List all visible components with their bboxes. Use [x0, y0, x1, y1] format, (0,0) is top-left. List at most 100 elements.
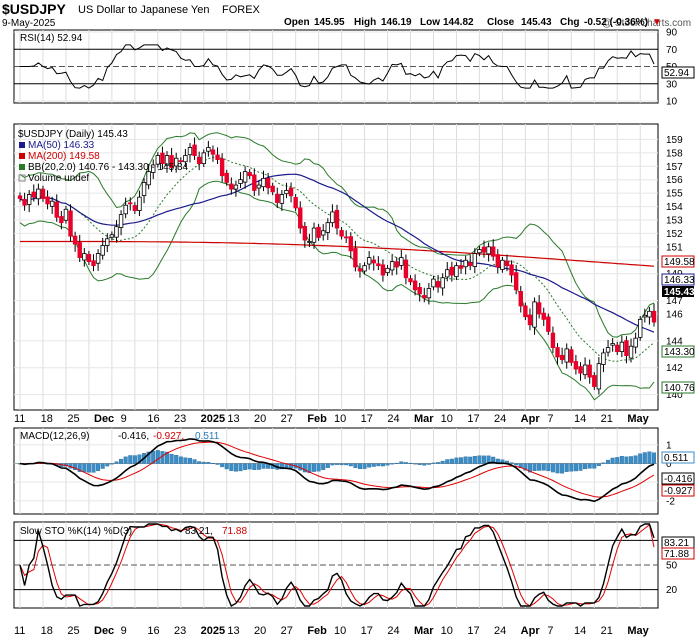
macd-histogram-bar	[330, 463, 335, 466]
x-axis-label: 23	[174, 413, 186, 425]
rsi-tick-label: 30	[666, 79, 678, 90]
candle-body	[523, 305, 528, 318]
macd-histogram-bar	[109, 463, 114, 465]
price-tick-label: 158	[666, 148, 683, 159]
candle-body	[463, 259, 468, 268]
candle-body	[265, 177, 271, 189]
candle-body	[17, 195, 23, 199]
price-tick-label: 156	[666, 175, 683, 186]
candle-body	[491, 246, 496, 257]
macd-histogram-bar	[348, 463, 353, 467]
candle-body	[495, 254, 500, 268]
symbol-title: $USDJPY	[2, 1, 66, 17]
candle-body	[192, 144, 197, 156]
macd-histogram-bar	[96, 463, 101, 471]
macd-histogram-bar	[619, 456, 624, 464]
macd-histogram-bar	[100, 463, 105, 469]
candle-body	[647, 310, 652, 318]
low-label: Low	[420, 17, 440, 28]
candle-body	[275, 193, 280, 203]
price-tick-label: 147	[666, 296, 683, 307]
stoch-tick-label: 20	[666, 585, 678, 596]
candle-body	[270, 185, 275, 193]
svg-text:83.21: 83.21	[664, 538, 689, 549]
macd-histogram-bar	[633, 455, 638, 464]
rsi-tick-label: 90	[666, 28, 678, 39]
candle-body	[412, 280, 418, 291]
candle-body	[330, 211, 335, 224]
macd-histogram-bar	[192, 459, 197, 464]
candle-body	[141, 181, 147, 196]
svg-text:143.30: 143.30	[664, 347, 695, 358]
macd-legend-name: MACD(12,26,9)	[20, 431, 89, 442]
price-tick-label: 146	[666, 310, 683, 321]
stoch-tick-label: 50	[666, 561, 678, 572]
macd-histogram-bar	[564, 463, 569, 472]
candle-body	[403, 259, 409, 279]
candle-body	[536, 302, 542, 315]
macd-histogram-bar	[137, 454, 142, 464]
candle-body	[54, 201, 59, 218]
candle-body	[229, 183, 234, 190]
candle-body	[196, 156, 202, 164]
macd-histogram-bar	[380, 463, 385, 467]
svg-text:0.511: 0.511	[664, 453, 689, 464]
stoch-k-line	[19, 523, 655, 607]
candle-body	[86, 253, 92, 263]
macd-tick-label: 1	[666, 440, 672, 451]
candle-body	[596, 363, 602, 390]
macd-histogram-bar	[555, 463, 560, 474]
x-axis-label-bottom: 25	[67, 625, 79, 637]
stoch-k-tag: 83.21	[661, 536, 695, 549]
macd-histogram-bar	[408, 462, 413, 464]
candle-body	[178, 160, 183, 163]
macd-histogram-bar	[371, 463, 376, 467]
candle-body	[293, 197, 298, 209]
candle-body	[509, 264, 514, 276]
svg-text:140.76: 140.76	[664, 383, 695, 394]
macd-histogram-bar	[592, 463, 597, 469]
x-axis-label: 20	[254, 413, 266, 425]
candle-body	[624, 340, 629, 357]
candle-body	[334, 209, 340, 229]
bb-mid-last-tag: 143.30	[661, 345, 695, 358]
candle-body	[63, 208, 69, 221]
price-tick-label: 154	[666, 202, 683, 213]
x-axis-label: 2025	[201, 413, 225, 425]
macd-histogram-bar	[431, 462, 436, 464]
macd-histogram-bar	[491, 456, 496, 464]
ma50-legend: MA(50) 146.33	[28, 140, 95, 151]
candle-body	[238, 179, 243, 184]
candle-body	[578, 366, 583, 374]
volume-legend: Volume undef	[28, 173, 89, 184]
macd-histogram-bar	[394, 462, 399, 464]
candle-body	[389, 261, 395, 271]
candle-body	[610, 343, 615, 346]
volume-swatch	[18, 174, 26, 182]
candle-body	[481, 246, 487, 253]
price-tick-label: 157	[666, 162, 683, 173]
macd-histogram-bar	[422, 463, 427, 466]
macd-histogram-bar	[463, 456, 468, 464]
close-value: 145.43	[521, 17, 552, 28]
candle-body	[573, 361, 579, 370]
candle-body	[302, 226, 308, 241]
x-axis-label-bottom: 10	[441, 625, 453, 637]
price-tick-label: 144	[666, 336, 683, 347]
candle-body	[68, 210, 73, 237]
macd-histogram-bar	[642, 452, 647, 464]
macd-histogram-bar	[537, 463, 542, 471]
candle-body	[380, 264, 386, 276]
ma200-line	[20, 240, 655, 267]
candle-body	[137, 196, 142, 212]
macd-histogram-bar	[477, 455, 482, 464]
x-axis-label-bottom: 2025	[201, 625, 225, 637]
price-tick-label: 152	[666, 229, 683, 240]
candle-body	[408, 278, 413, 283]
candle-body	[513, 272, 519, 291]
x-axis-label: 24	[387, 413, 399, 425]
macd-legend-signal: -0.927,	[153, 431, 184, 442]
x-axis-label: 14	[574, 413, 586, 425]
candle-body	[169, 155, 174, 169]
macd-signal-line	[19, 441, 655, 498]
